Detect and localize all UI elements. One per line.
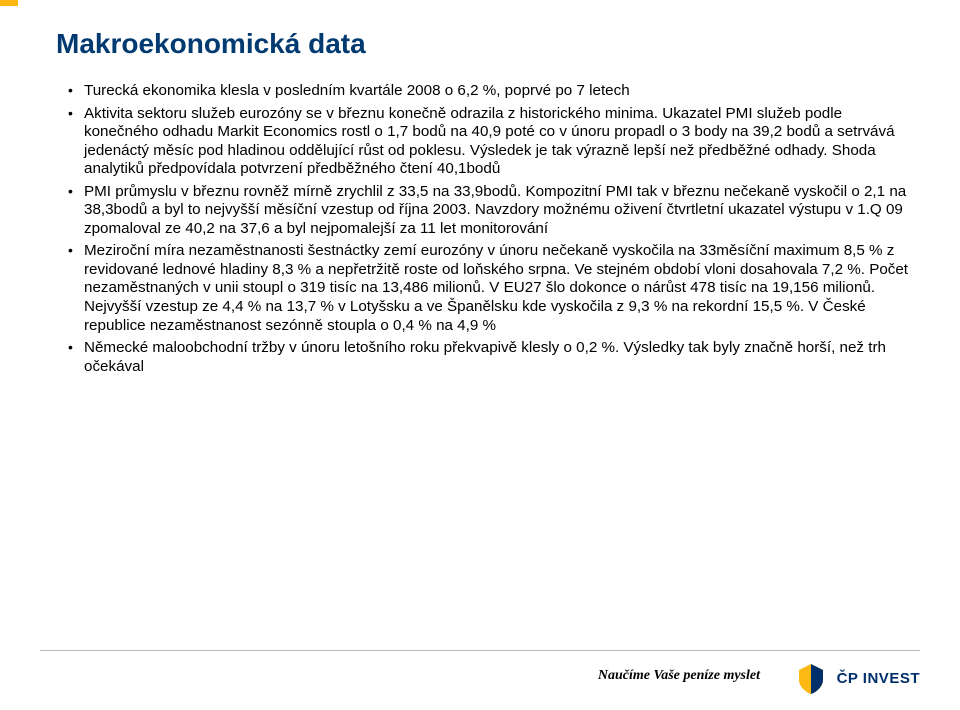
- footer-logo: ČP INVEST: [793, 660, 920, 696]
- footer-divider: [40, 650, 920, 651]
- slide-title: Makroekonomická data: [56, 28, 920, 60]
- slide: Makroekonomická data Turecká ekonomika k…: [0, 0, 960, 710]
- bullet-item: Aktivita sektoru služeb eurozóny se v bř…: [70, 105, 920, 179]
- accent-bar: [0, 0, 18, 6]
- bullet-item: Turecká ekonomika klesla v posledním kva…: [70, 82, 920, 101]
- bullet-item: Německé maloobchodní tržby v únoru letoš…: [70, 339, 920, 376]
- logo-icon: [793, 660, 829, 696]
- bullet-list: Turecká ekonomika klesla v posledním kva…: [40, 82, 920, 376]
- bullet-item: Meziroční míra nezaměstnanosti šestnáctk…: [70, 242, 920, 335]
- logo-text: ČP INVEST: [837, 670, 920, 687]
- bullet-item: PMI průmyslu v březnu rovněž mírně zrych…: [70, 183, 920, 239]
- footer: Naučíme Vaše peníze myslet ČP INVEST: [0, 650, 960, 710]
- footer-slogan: Naučíme Vaše peníze myslet: [598, 668, 760, 684]
